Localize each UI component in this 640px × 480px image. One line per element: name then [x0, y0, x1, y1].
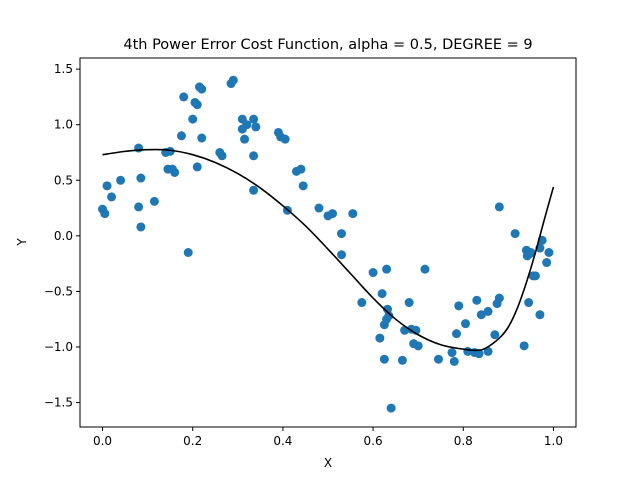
data-point: [472, 295, 482, 305]
data-point: [134, 143, 144, 153]
y-tick-label: 1.0: [54, 118, 73, 132]
x-tick-label: 0.6: [364, 434, 383, 448]
data-point: [526, 248, 536, 257]
data-point: [530, 271, 540, 281]
data-point: [383, 304, 393, 314]
data-point: [197, 133, 207, 143]
data-point: [413, 341, 423, 351]
data-point: [179, 92, 189, 102]
data-point: [433, 354, 443, 364]
data-point: [384, 311, 394, 321]
plot-area: 0.0 0.2 0.4 0.6 0.8 1.0 1.5 1.0 0.5 0.0 −0.5 −1.0 −1…: [44, 57, 577, 448]
y-tick-label: 1.5: [54, 62, 73, 76]
y-tick-label: −1.0: [44, 340, 73, 354]
data-point: [337, 229, 347, 239]
data-point: [170, 167, 180, 177]
data-point: [397, 355, 407, 365]
data-point: [476, 310, 486, 320]
data-point: [249, 151, 259, 161]
data-point: [136, 173, 146, 183]
data-point: [192, 100, 202, 110]
data-point: [102, 181, 112, 191]
data-point: [348, 209, 358, 219]
data-point: [188, 114, 198, 124]
data-point: [280, 134, 290, 144]
data-point: [228, 75, 238, 85]
data-point: [176, 131, 186, 141]
data-point: [100, 209, 110, 219]
data-point: [165, 146, 175, 156]
data-point: [535, 310, 545, 320]
data-point: [386, 403, 396, 413]
y-tick-label: 0.5: [54, 173, 73, 187]
x-axis-label: X: [324, 456, 332, 470]
data-point: [449, 356, 459, 366]
data-point: [483, 346, 493, 356]
data-point: [454, 301, 464, 311]
data-point: [357, 298, 367, 308]
data-point: [107, 192, 117, 202]
data-point: [298, 181, 308, 191]
data-point: [420, 264, 430, 274]
data-point: [136, 222, 146, 232]
y-tick-label: −1.5: [44, 396, 73, 410]
data-point: [217, 151, 227, 161]
data-point: [461, 319, 471, 329]
x-tick-label: 0.4: [273, 434, 292, 448]
data-point: [249, 114, 259, 124]
data-point: [134, 202, 144, 212]
data-point: [494, 293, 504, 303]
data-point: [483, 306, 493, 316]
data-point: [197, 84, 207, 94]
data-point: [337, 250, 347, 260]
data-point: [377, 289, 387, 299]
data-point: [542, 258, 552, 268]
y-axis-label: Y: [15, 238, 29, 247]
data-point: [404, 298, 414, 308]
data-point: [452, 329, 462, 339]
data-point: [494, 202, 504, 212]
data-point: [379, 354, 389, 364]
data-point: [544, 248, 554, 257]
chart-title: 4th Power Error Cost Function, alpha = 0…: [123, 37, 532, 53]
data-point: [490, 330, 500, 340]
data-point: [240, 134, 250, 144]
x-tick-label: 0.2: [183, 434, 202, 448]
data-point: [242, 120, 252, 130]
x-tick-label: 0.8: [454, 434, 473, 448]
y-tick-label: 0.0: [54, 229, 73, 243]
x-tick-label: 1.0: [544, 434, 563, 448]
data-point: [249, 185, 259, 195]
x-tick-label: 0.0: [93, 434, 112, 448]
y-tick-label: −0.5: [44, 284, 73, 298]
data-point: [447, 348, 457, 358]
data-point: [296, 164, 306, 174]
data-point: [382, 264, 392, 274]
axes-frame: [79, 57, 577, 428]
data-point: [519, 341, 529, 351]
data-point: [474, 349, 484, 359]
data-point: [149, 196, 159, 206]
data-point: [183, 248, 193, 257]
data-point: [116, 175, 126, 185]
data-point: [314, 203, 324, 213]
fit-curve-line: [102, 148, 555, 352]
data-point: [375, 333, 385, 343]
data-point: [524, 298, 534, 308]
data-point: [192, 162, 202, 172]
data-point: [510, 229, 520, 239]
data-point: [368, 268, 378, 278]
data-point: [251, 122, 261, 132]
data-point: [328, 209, 338, 219]
